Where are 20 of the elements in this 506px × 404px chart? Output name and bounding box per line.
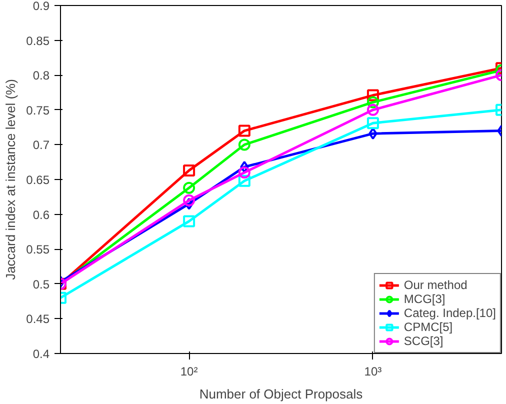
x-tick-label: 10³ — [364, 364, 382, 378]
y-tick-label: 0.9 — [32, 0, 50, 13]
y-tick-label: 0.75 — [26, 103, 50, 118]
y-tick-label: 0.65 — [26, 173, 50, 187]
y-tick-label: 0.6 — [32, 208, 50, 222]
y-tick-label: 0.8 — [32, 68, 50, 83]
y-tick-label: 0.4 — [32, 347, 50, 361]
x-tick-label: 10² — [180, 364, 198, 378]
legend-label: SCG[3] — [404, 334, 444, 348]
x-axis-title: Number of Object Proposals — [199, 386, 364, 402]
legend-label: Categ. Indep.[10] — [404, 306, 496, 320]
y-tick-label: 0.5 — [32, 277, 50, 292]
y-tick-label: 0.85 — [26, 34, 50, 48]
y-tick-label: 0.45 — [26, 312, 50, 326]
legend-label: MCG[3] — [404, 292, 446, 306]
y-axis-title: Jaccard index at instance level (%) — [3, 79, 18, 280]
legend-label: Our method — [404, 278, 468, 292]
legend-label: CPMC[5] — [404, 320, 453, 334]
y-tick-label: 0.55 — [26, 242, 50, 257]
y-tick-label: 0.7 — [32, 138, 50, 152]
